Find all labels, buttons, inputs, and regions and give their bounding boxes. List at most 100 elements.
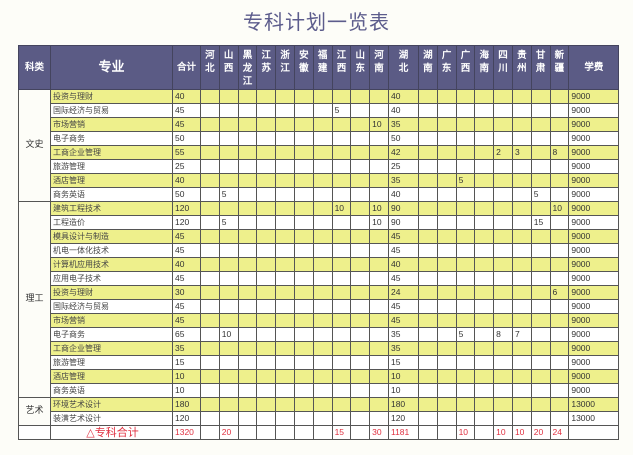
header-province: 江西 (331, 45, 352, 90)
major-cell: 工程造价 (50, 215, 173, 230)
province-quota-cell (436, 383, 457, 398)
province-quota-cell (218, 285, 239, 300)
province-quota-cell (474, 369, 495, 384)
province-quota-cell (200, 229, 220, 244)
province-quota-cell: 24 (387, 285, 419, 300)
province-quota-cell (369, 187, 389, 202)
province-quota-cell (312, 89, 333, 104)
total-cell: 40 (172, 257, 201, 272)
province-quota-cell (350, 257, 371, 272)
province-quota-cell (275, 271, 295, 286)
header-province: 山西 (218, 45, 239, 90)
header-province: 湖北 (387, 45, 419, 90)
tuition-cell: 9000 (568, 173, 620, 188)
province-quota-cell (275, 159, 295, 174)
province-quota-cell (455, 103, 476, 118)
summary-category-cell (18, 425, 51, 440)
province-quota-cell (256, 299, 277, 314)
province-quota-cell (549, 313, 570, 328)
province-quota-cell (417, 89, 438, 104)
province-quota-cell (275, 313, 295, 328)
province-quota-cell (549, 341, 570, 356)
province-quota-cell (436, 173, 457, 188)
total-cell: 35 (172, 341, 201, 356)
province-quota-cell (331, 327, 352, 342)
total-cell: 50 (172, 131, 201, 146)
province-quota-cell (530, 327, 551, 342)
province-quota-cell (511, 299, 532, 314)
province-quota-cell (493, 173, 513, 188)
province-quota-cell (218, 145, 239, 160)
province-quota-cell (549, 299, 570, 314)
tuition-cell: 9000 (568, 285, 620, 300)
table-row: 投资与理财 30 24 6 9000 (19, 285, 620, 300)
province-quota-cell (511, 313, 532, 328)
province-quota-cell (237, 397, 258, 412)
province-quota-cell (218, 201, 239, 216)
header-province-label: 山东 (355, 50, 366, 74)
province-quota-cell (331, 145, 352, 160)
province-quota-cell (350, 313, 371, 328)
province-quota-cell (218, 229, 239, 244)
province-quota-cell (331, 285, 352, 300)
province-quota-cell (293, 271, 314, 286)
province-quota-cell (417, 411, 438, 426)
summary-province-cell (350, 425, 371, 440)
province-quota-cell (417, 159, 438, 174)
province-quota-cell (293, 117, 314, 132)
province-quota-cell (530, 103, 551, 118)
province-quota-cell (293, 411, 314, 426)
province-quota-cell (474, 383, 495, 398)
province-quota-cell (493, 257, 513, 272)
province-quota-cell (275, 89, 295, 104)
province-quota-cell (256, 285, 277, 300)
major-cell: 电子商务 (50, 131, 173, 146)
province-quota-cell (256, 327, 277, 342)
header-province-label: 山西 (223, 50, 234, 74)
province-quota-cell (455, 341, 476, 356)
province-quota-cell (275, 229, 295, 244)
province-quota-cell (293, 397, 314, 412)
province-quota-cell (369, 89, 389, 104)
province-quota-cell (237, 327, 258, 342)
table-row: 文史 投资与理财 40 40 9000 (18, 89, 620, 202)
province-quota-cell (256, 215, 277, 230)
summary-province-cell: 20 (530, 425, 551, 440)
province-quota-cell (530, 159, 551, 174)
province-quota-cell (312, 285, 333, 300)
province-quota-cell (256, 271, 277, 286)
province-quota-cell (417, 383, 438, 398)
province-quota-cell (436, 327, 457, 342)
province-quota-cell (218, 117, 239, 132)
province-quota-cell (549, 187, 570, 202)
header-province-label: 江西 (336, 50, 347, 74)
header-province: 湖南 (417, 45, 438, 90)
header-province: 河北 (200, 45, 220, 90)
header-province: 广东 (436, 45, 457, 90)
province-quota-cell (200, 215, 220, 230)
province-quota-cell (350, 243, 371, 258)
province-quota-cell (256, 229, 277, 244)
province-quota-cell (511, 159, 532, 174)
province-quota-cell (237, 173, 258, 188)
province-quota-cell (493, 229, 513, 244)
table-header: 科类 专业 合计 河北 山西 黑龙江 江苏 浙江 安徽 福建 江西 山东 河南 湖北 湖南 广东 广西 海南 四川贵… (18, 45, 620, 90)
province-quota-cell (237, 201, 258, 216)
province-quota-cell (530, 341, 551, 356)
province-quota-cell (511, 117, 532, 132)
table-row: 工商企业管理 55 42 2 3 8 9000 (19, 145, 620, 160)
province-quota-cell (493, 355, 513, 370)
province-quota-cell (312, 257, 333, 272)
province-quota-cell (331, 89, 352, 104)
summary-province-cell: 20 (218, 425, 239, 440)
summary-province-cell: 1181 (387, 425, 419, 440)
province-quota-cell (511, 341, 532, 356)
province-quota-cell (218, 89, 239, 104)
province-quota-cell (369, 173, 389, 188)
province-quota-cell: 25 (387, 159, 419, 174)
province-quota-cell (369, 341, 389, 356)
province-quota-cell (275, 243, 295, 258)
province-quota-cell (312, 383, 333, 398)
province-quota-cell (530, 411, 551, 426)
header-province: 河南 (369, 45, 389, 90)
